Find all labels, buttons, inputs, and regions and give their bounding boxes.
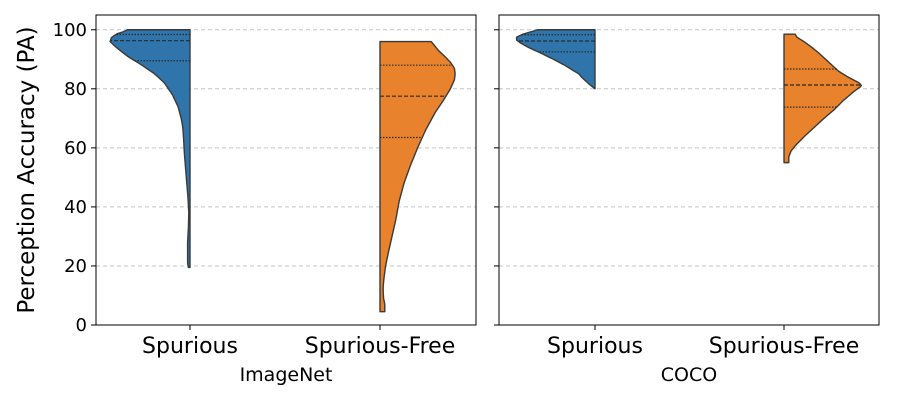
y-tick-label: 100 bbox=[53, 20, 87, 41]
plot-area: 0 20 40 60 80 100 Spurious Spurious-Free ImageNe… bbox=[53, 14, 880, 386]
y-axis-label: Perception Accuracy (PA) bbox=[14, 26, 40, 313]
axes-frame bbox=[498, 14, 880, 326]
panel-label: COCO bbox=[661, 364, 717, 386]
violin-spurious bbox=[515, 29, 596, 90]
axes-frame bbox=[95, 14, 477, 326]
violin-spurious-free bbox=[783, 33, 863, 164]
x-tick-label: Spurious bbox=[547, 334, 643, 359]
y-tick-label: 20 bbox=[64, 256, 87, 277]
y-tick-label: 0 bbox=[76, 315, 87, 336]
y-tick-label: 80 bbox=[64, 79, 87, 100]
panel-imagenet: 0 20 40 60 80 100 Spurious Spurious-Free ImageNe… bbox=[53, 14, 477, 386]
panel-coco: Spurious Spurious-Free COCO bbox=[494, 14, 880, 386]
violin-spurious-free bbox=[379, 40, 456, 313]
x-tick-label: Spurious bbox=[142, 334, 238, 359]
y-tick-label: 60 bbox=[64, 138, 87, 159]
y-tick-label: 40 bbox=[64, 197, 87, 218]
panel-label: ImageNet bbox=[240, 364, 333, 386]
x-tick-label: Spurious-Free bbox=[305, 334, 456, 359]
x-tick-label: Spurious-Free bbox=[709, 334, 860, 359]
violin-spurious bbox=[109, 29, 191, 269]
